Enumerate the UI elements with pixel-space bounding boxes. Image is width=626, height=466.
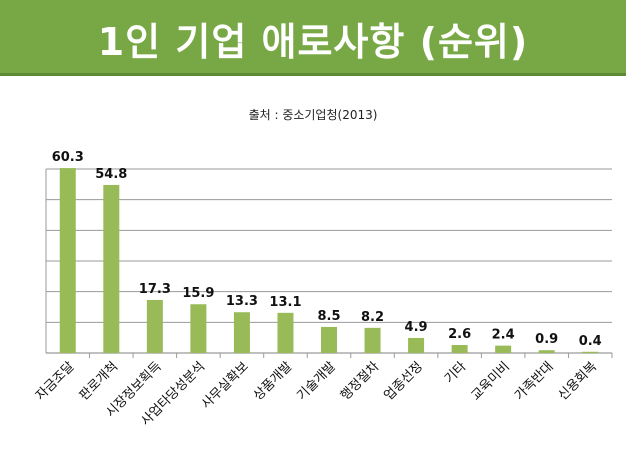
category-label: 판로개척 [77, 359, 121, 403]
data-label: 8.2 [361, 310, 384, 325]
bar-12 [538, 350, 555, 353]
category-label: 행정절차 [337, 358, 382, 403]
bar-9 [408, 337, 425, 353]
category-label: 자금조달 [33, 359, 77, 403]
data-label: 8.5 [317, 309, 340, 324]
data-label: 2.6 [448, 327, 471, 342]
source-caption: 출처 : 중소기업청(2013) [248, 108, 378, 122]
grid-layer [45, 168, 613, 358]
bar-layer [59, 168, 599, 353]
bar-3 [146, 299, 163, 353]
bar-6 [277, 312, 294, 353]
page-title: 1인 기업 애로사항 (순위) [97, 19, 529, 64]
category-label: 기타 [442, 359, 470, 387]
bar-2 [103, 184, 120, 353]
data-label: 2.4 [492, 328, 515, 343]
title-banner [0, 0, 626, 76]
category-label: 업종선정 [381, 359, 425, 403]
category-label: 사무실확보 [199, 359, 252, 412]
category-label: 가족반대 [512, 359, 556, 403]
bar-8 [364, 327, 381, 353]
bar-5 [233, 312, 250, 353]
category-label: 상품개발 [251, 359, 295, 403]
category-label: 교육미비 [469, 359, 513, 403]
bar-11 [495, 345, 512, 353]
bar-10 [451, 345, 468, 353]
data-label: 54.8 [95, 167, 127, 182]
bar-13 [582, 351, 599, 353]
data-label: 0.4 [579, 334, 602, 349]
data-label: 17.3 [139, 282, 171, 297]
bar-4 [190, 304, 207, 353]
data-label: 4.9 [405, 320, 428, 335]
data-label: 0.9 [535, 332, 558, 347]
data-label: 13.3 [226, 294, 258, 309]
data-label: 13.1 [269, 295, 301, 310]
bar-1 [59, 168, 76, 353]
bar-7 [321, 326, 337, 353]
data-label: 60.3 [52, 150, 84, 165]
category-label: 신용회복 [556, 359, 600, 403]
data-label: 15.9 [182, 286, 214, 301]
category-label: 기술개발 [294, 359, 338, 403]
